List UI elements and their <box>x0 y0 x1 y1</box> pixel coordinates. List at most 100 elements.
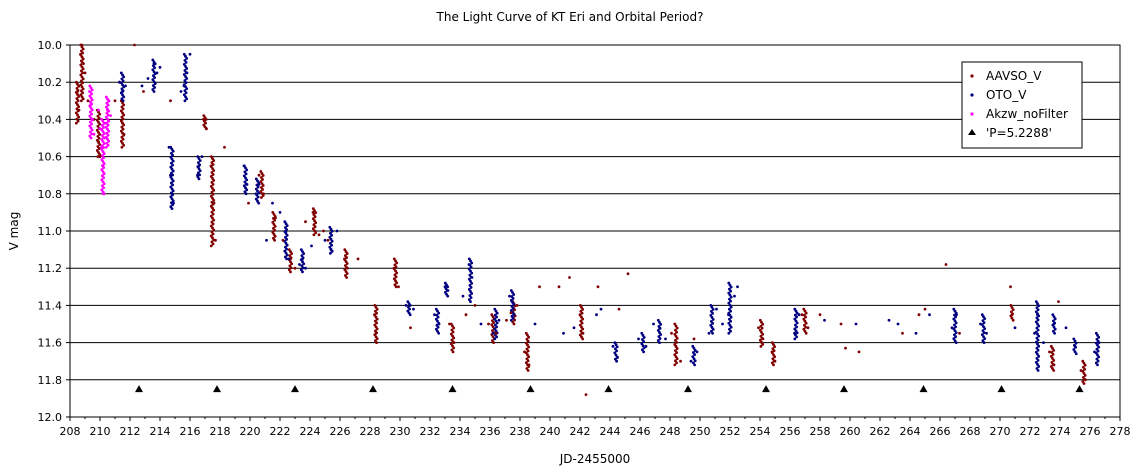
data-point-akzwnofilter <box>107 139 111 143</box>
data-point-akzwnofilter <box>102 142 106 145</box>
data-point-otov <box>729 319 732 323</box>
data-point-otov <box>729 289 732 293</box>
data-point-otov <box>467 288 471 291</box>
data-point-aavsov <box>288 254 292 258</box>
data-point-otov <box>1034 300 1038 304</box>
data-point-otov <box>727 281 731 285</box>
data-point-otov <box>196 155 200 159</box>
data-point-otov <box>469 279 472 283</box>
data-point-akzwnofilter <box>89 103 93 106</box>
data-point-aavsov <box>214 238 217 242</box>
data-point-akzwnofilter <box>107 99 111 103</box>
data-point-otov <box>197 157 201 161</box>
data-point-aavsov <box>119 139 123 143</box>
data-point-otov <box>184 60 188 64</box>
data-point-otov <box>469 259 472 263</box>
data-point-akzwnofilter <box>104 145 108 149</box>
data-point-otov <box>436 329 439 333</box>
data-point-aavsov <box>75 86 79 90</box>
data-point-otov <box>244 172 248 176</box>
y-tick-label: 11.4 <box>38 299 63 312</box>
x-tick-label: 258 <box>810 425 831 438</box>
legend-label-otov: OTO_V <box>986 88 1027 102</box>
data-point-otov <box>122 95 126 99</box>
data-point-aavsov <box>314 211 318 215</box>
data-point-aavsov <box>617 307 621 311</box>
data-point-otov <box>658 326 661 330</box>
data-point-aavsov <box>86 99 90 103</box>
data-point-otov <box>479 322 483 326</box>
data-point-aavsov <box>1048 350 1051 354</box>
data-point-aavsov <box>121 137 125 141</box>
data-point-otov <box>408 304 412 307</box>
data-point-otov <box>1036 313 1039 317</box>
data-point-aavsov <box>122 143 126 147</box>
data-point-aavsov <box>394 285 398 289</box>
data-point-otov <box>641 344 645 348</box>
data-point-otov <box>1074 341 1078 345</box>
x-axis-label: JD-2455000 <box>559 452 631 466</box>
data-point-aavsov <box>1051 352 1055 356</box>
data-point-akzwnofilter <box>100 168 104 172</box>
data-point-otov <box>124 84 127 88</box>
data-point-otov <box>185 71 189 75</box>
data-point-akzwnofilter <box>101 170 105 174</box>
data-point-aavsov <box>95 149 99 152</box>
data-point-otov <box>467 263 471 266</box>
data-point-otov <box>656 339 660 342</box>
data-point-aavsov <box>121 107 125 111</box>
data-point-otov <box>728 297 731 301</box>
data-point-aavsov <box>97 130 100 134</box>
legend: AAVSO_V OTO_V Akzw_noFilter 'P=5.2288' <box>961 61 1083 149</box>
data-point-aavsov <box>1052 363 1056 367</box>
x-tick-label: 242 <box>570 425 591 438</box>
data-point-akzwnofilter <box>104 115 108 119</box>
data-point-otov <box>1073 350 1077 354</box>
data-point-otov <box>1036 332 1039 336</box>
period-marker <box>291 385 299 393</box>
data-point-aavsov <box>260 196 263 199</box>
data-point-aavsov <box>674 338 677 342</box>
data-point-otov <box>497 318 501 322</box>
data-point-aavsov <box>211 192 215 196</box>
data-point-aavsov <box>274 216 277 220</box>
data-point-otov <box>198 173 202 177</box>
data-point-otov <box>1037 324 1041 328</box>
data-point-aavsov <box>958 331 961 335</box>
data-point-akzwnofilter <box>101 180 105 184</box>
data-point-otov <box>1072 337 1076 341</box>
data-point-otov <box>1034 350 1038 354</box>
data-point-otov <box>185 77 189 80</box>
data-point-otov <box>304 266 307 270</box>
data-point-aavsov <box>119 109 123 113</box>
data-point-otov <box>1053 331 1056 335</box>
data-point-aavsov <box>523 350 526 354</box>
data-point-otov <box>285 247 288 251</box>
data-point-otov <box>729 299 732 303</box>
x-tick-label: 238 <box>510 425 531 438</box>
data-point-akzwnofilter <box>106 117 109 121</box>
data-point-aavsov <box>761 332 765 336</box>
data-point-aavsov <box>581 337 585 341</box>
data-point-otov <box>198 169 202 173</box>
y-axis-label: V mag <box>7 212 21 251</box>
data-point-aavsov <box>314 231 318 235</box>
data-point-aavsov <box>770 350 774 354</box>
y-tick-label: 10.2 <box>38 76 63 89</box>
data-point-aavsov <box>345 272 349 275</box>
data-point-otov <box>983 317 987 321</box>
data-point-otov <box>1097 341 1101 344</box>
data-point-aavsov <box>803 319 807 323</box>
data-point-aavsov <box>394 265 398 269</box>
data-point-akzwnofilter <box>90 112 93 116</box>
data-point-aavsov <box>204 121 208 125</box>
period-marker <box>1075 385 1084 393</box>
data-point-otov <box>692 351 695 354</box>
data-point-otov <box>1037 344 1041 348</box>
data-point-otov <box>446 289 450 292</box>
data-point-aavsov <box>121 127 125 131</box>
data-point-otov <box>278 211 282 214</box>
data-point-aavsov <box>770 361 774 365</box>
data-point-otov <box>1052 322 1056 326</box>
x-tick-label: 268 <box>960 425 981 438</box>
